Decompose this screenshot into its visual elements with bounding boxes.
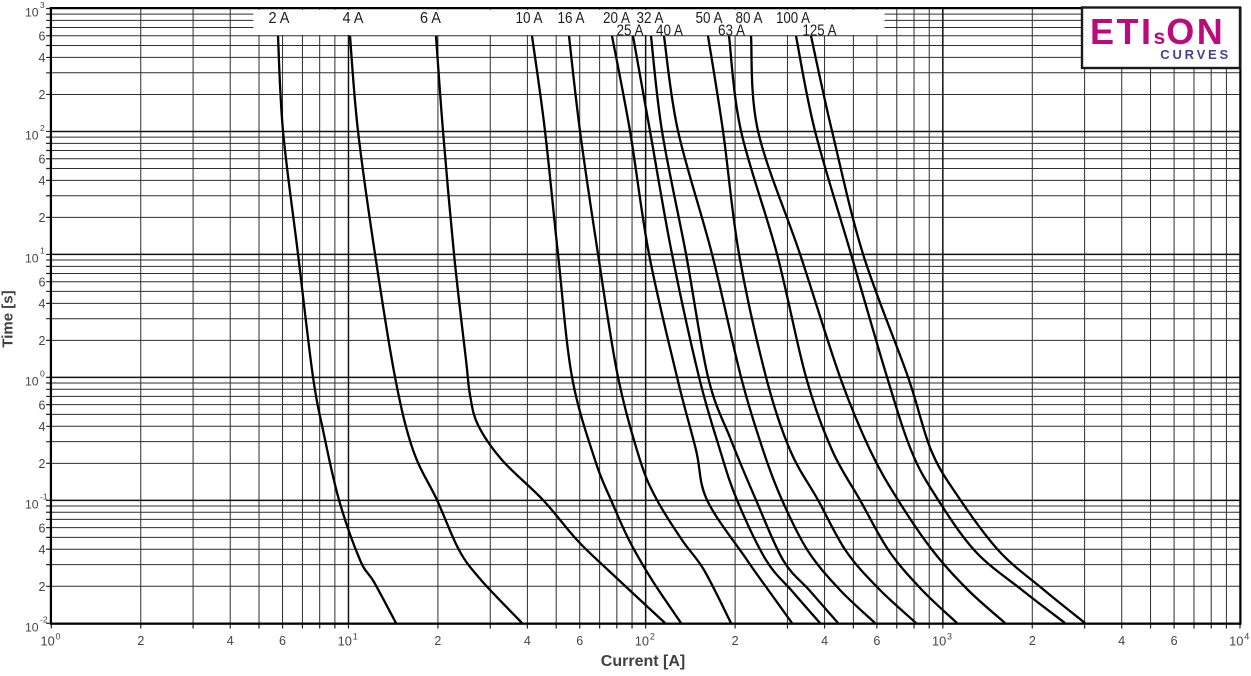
svg-text:2: 2: [39, 211, 46, 225]
svg-text:10: 10: [932, 633, 946, 648]
svg-text:4: 4: [821, 634, 828, 648]
svg-text:Current [A]: Current [A]: [601, 653, 685, 670]
svg-text:Time [s]: Time [s]: [0, 290, 17, 347]
svg-text:1: 1: [40, 246, 45, 256]
svg-text:4: 4: [39, 297, 46, 311]
svg-text:40 A: 40 A: [656, 22, 683, 39]
svg-text:4: 4: [39, 174, 46, 188]
svg-text:10: 10: [25, 129, 39, 143]
svg-text:0: 0: [40, 369, 45, 379]
svg-text:50 A: 50 A: [696, 10, 723, 27]
svg-text:CURVES: CURVES: [1160, 47, 1231, 62]
svg-text:4: 4: [39, 51, 46, 65]
svg-text:10: 10: [25, 251, 39, 265]
svg-text:2: 2: [40, 123, 45, 133]
svg-text:6: 6: [39, 398, 46, 412]
svg-text:2: 2: [137, 634, 144, 648]
svg-text:4: 4: [524, 634, 531, 648]
svg-text:6: 6: [39, 521, 46, 535]
svg-text:6: 6: [39, 30, 46, 44]
svg-text:10 A: 10 A: [516, 10, 543, 27]
svg-text:6: 6: [576, 634, 583, 648]
svg-text:2: 2: [39, 580, 46, 594]
svg-text:10: 10: [40, 633, 54, 648]
svg-text:3: 3: [947, 631, 952, 641]
svg-text:4: 4: [39, 420, 46, 434]
svg-text:80 A: 80 A: [736, 10, 763, 27]
svg-text:6: 6: [1171, 634, 1178, 648]
svg-text:6: 6: [279, 634, 286, 648]
svg-text:2: 2: [434, 634, 441, 648]
svg-text:6 A: 6 A: [420, 10, 441, 27]
svg-text:3: 3: [40, 0, 45, 10]
svg-text:2: 2: [1029, 634, 1036, 648]
svg-text:10: 10: [25, 497, 39, 511]
svg-text:63 A: 63 A: [718, 22, 745, 39]
svg-text:-2: -2: [40, 615, 48, 625]
svg-text:-1: -1: [40, 492, 48, 502]
svg-text:10: 10: [338, 633, 352, 648]
svg-text:6: 6: [39, 275, 46, 289]
svg-text:16 A: 16 A: [558, 10, 585, 27]
svg-text:25 A: 25 A: [617, 22, 644, 39]
svg-text:32 A: 32 A: [637, 10, 664, 27]
svg-text:1: 1: [353, 631, 358, 641]
svg-text:4: 4: [1244, 631, 1249, 641]
svg-text:20 A: 20 A: [603, 10, 630, 27]
svg-text:10: 10: [25, 374, 39, 388]
svg-text:0: 0: [56, 631, 61, 641]
svg-text:4: 4: [1118, 634, 1125, 648]
svg-text:125 A: 125 A: [803, 22, 837, 39]
svg-text:10: 10: [25, 620, 39, 634]
svg-text:2: 2: [39, 457, 46, 471]
svg-text:2: 2: [39, 334, 46, 348]
svg-text:2: 2: [732, 634, 739, 648]
svg-text:6: 6: [39, 152, 46, 166]
svg-text:2 A: 2 A: [269, 10, 290, 27]
svg-text:6: 6: [873, 634, 880, 648]
svg-text:10: 10: [635, 633, 649, 648]
svg-text:4 A: 4 A: [343, 10, 364, 27]
svg-text:10: 10: [25, 6, 39, 20]
svg-text:4: 4: [39, 543, 46, 557]
svg-text:2: 2: [650, 631, 655, 641]
svg-text:4: 4: [227, 634, 234, 648]
svg-text:10: 10: [1229, 633, 1243, 648]
svg-text:100 A: 100 A: [776, 10, 810, 27]
svg-text:2: 2: [39, 88, 46, 102]
